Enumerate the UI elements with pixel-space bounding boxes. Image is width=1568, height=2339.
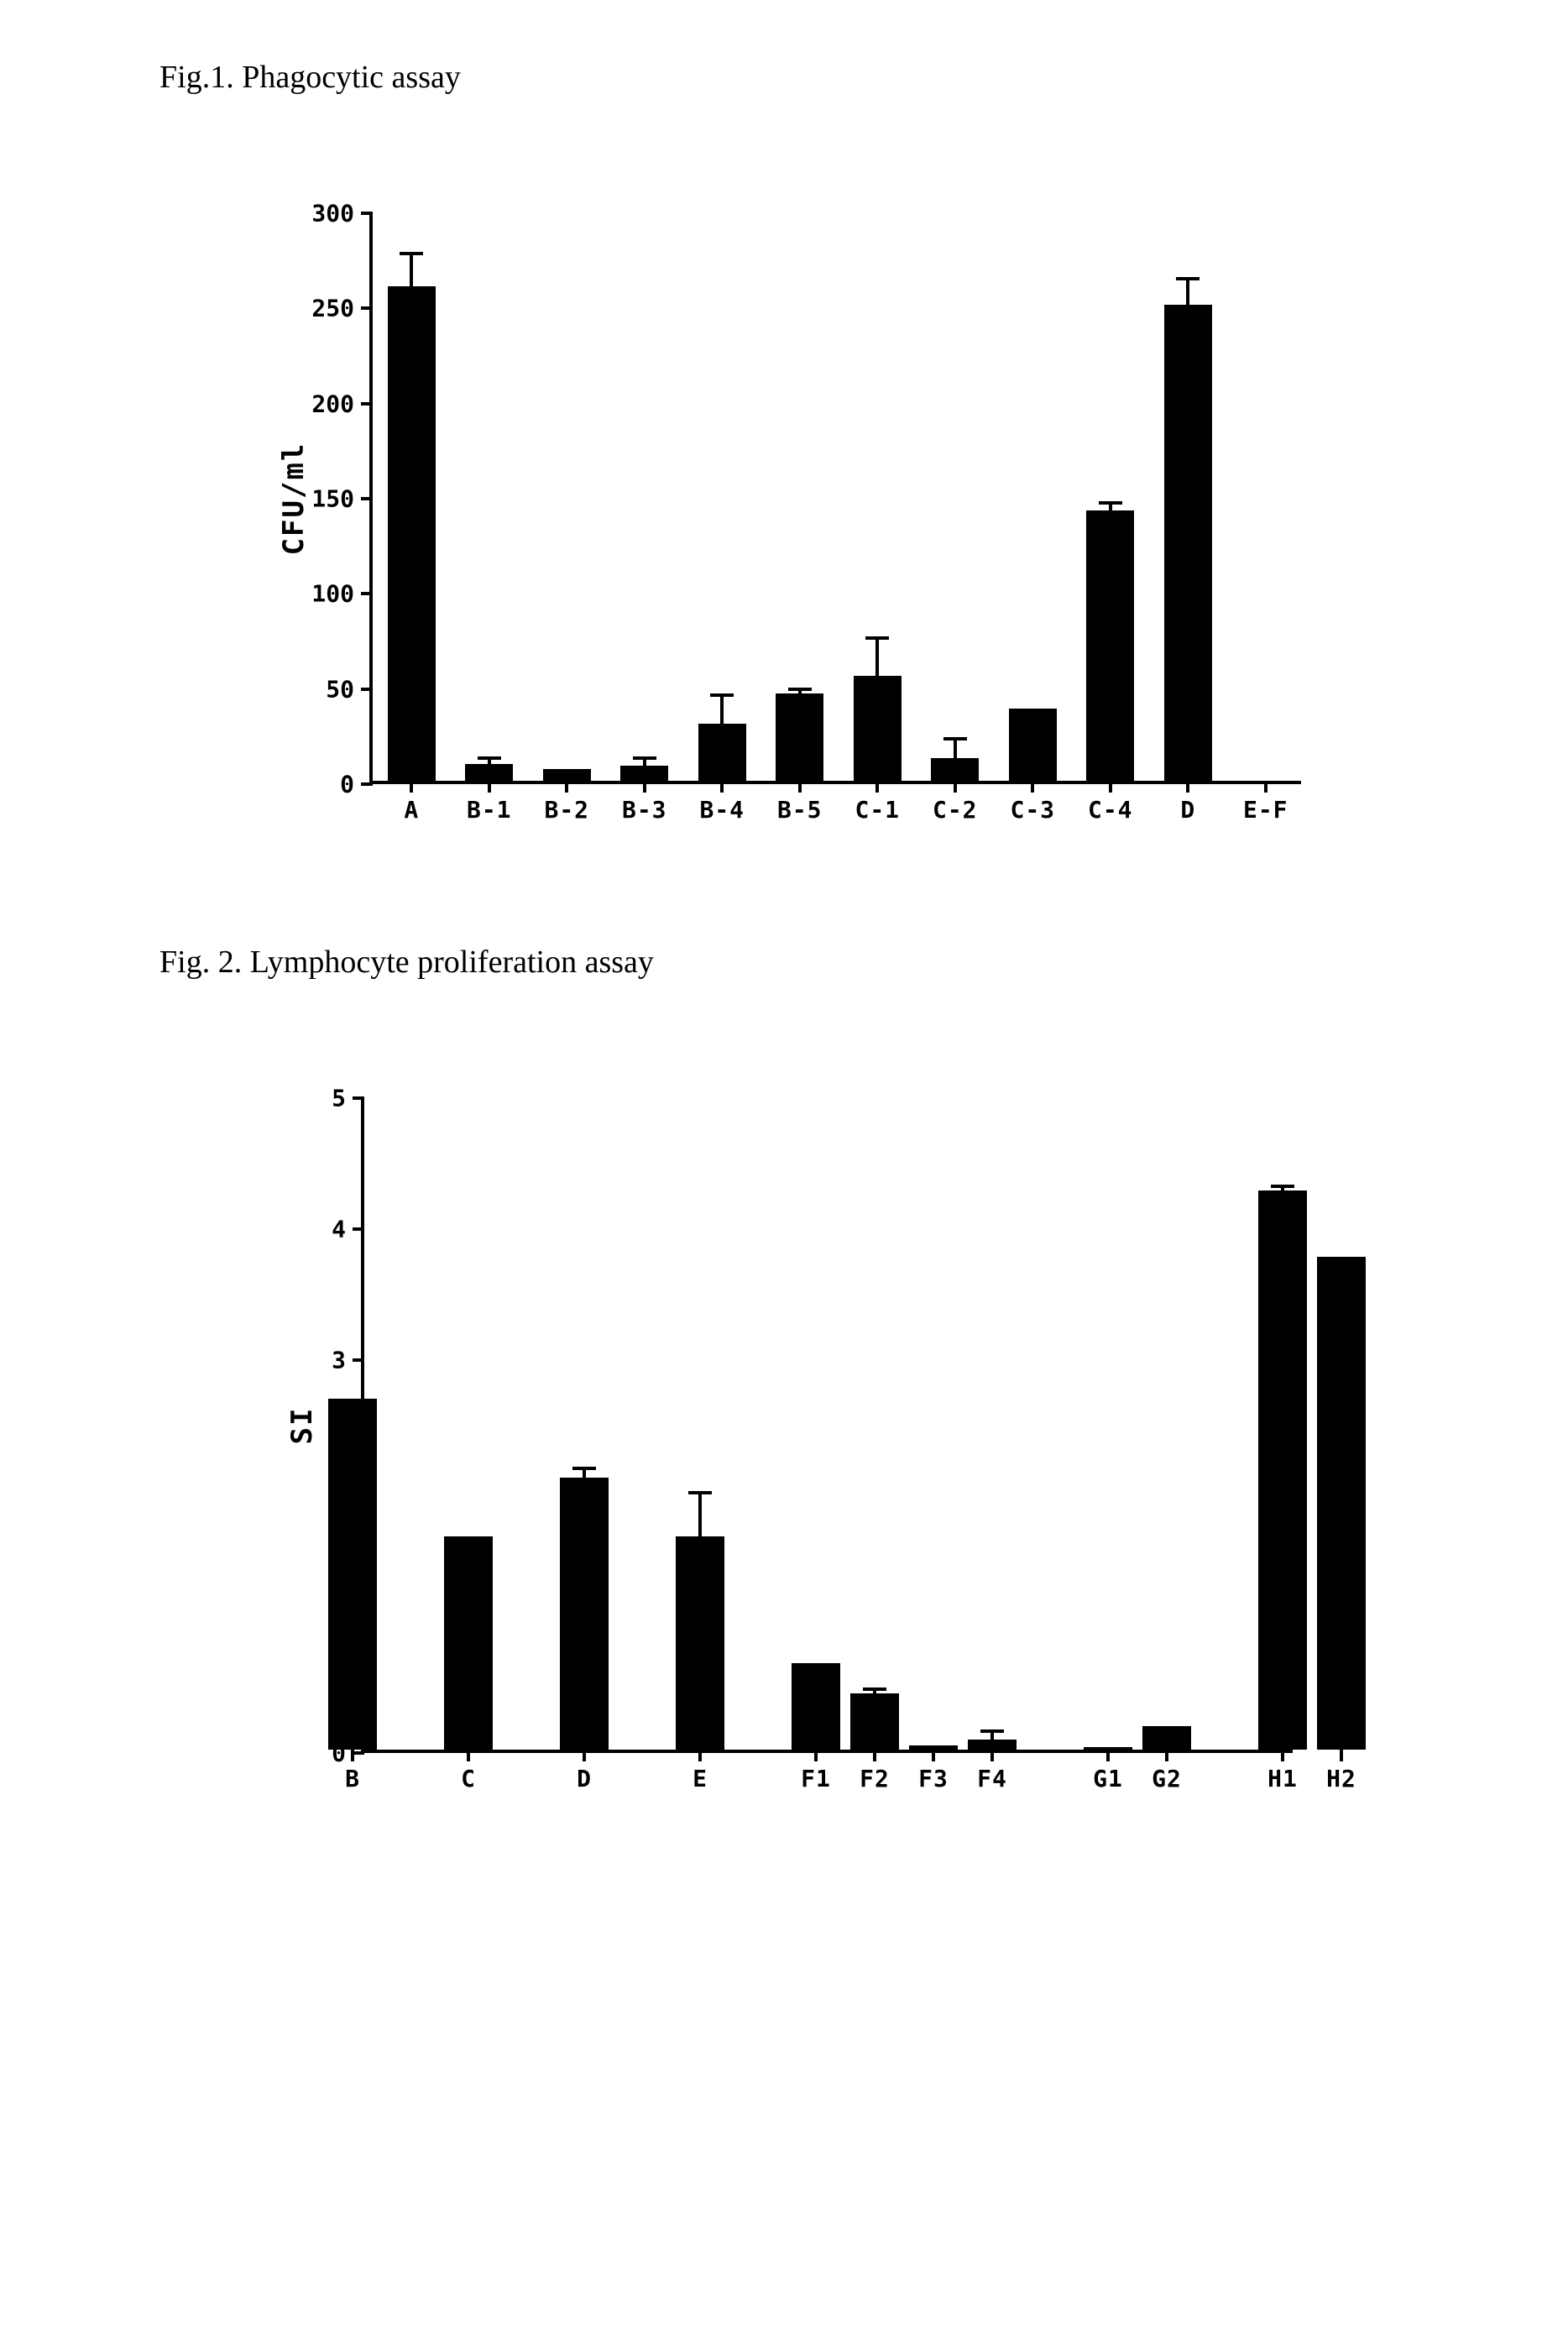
bar: [1258, 1190, 1307, 1750]
x-tick-label: C-1: [855, 781, 900, 824]
bar: [444, 1536, 493, 1750]
bar: [698, 724, 746, 781]
figure-1-chart: CFU/ml 050100150200250300AB-1B-2B-3B-4B-…: [277, 196, 1309, 843]
x-tick-label: F3: [918, 1750, 949, 1792]
error-bar-cap: [1176, 277, 1200, 280]
figure-1-chart-wrap: CFU/ml 050100150200250300AB-1B-2B-3B-4B-…: [277, 196, 1409, 843]
x-tick-label: B-1: [467, 781, 512, 824]
bar: [931, 758, 979, 781]
y-tick-label: 4: [332, 1216, 364, 1243]
y-tick-label: 100: [311, 580, 373, 608]
y-tick-label: 200: [311, 390, 373, 417]
error-bar-cap: [633, 756, 656, 760]
x-tick-label: G1: [1093, 1750, 1123, 1792]
x-tick-label: E: [693, 1750, 708, 1792]
y-tick-label: 150: [311, 485, 373, 513]
bar: [850, 1693, 899, 1750]
figure-2-chart: SI 012345BCDEF1F2F3F4G1G2H1H2: [277, 1081, 1301, 1812]
figure-2-title: Fig. 2. Lymphocyte proliferation assay: [159, 944, 1409, 981]
x-tick-label: C-4: [1088, 781, 1133, 824]
figure-1-title: Fig.1. Phagocytic assay: [159, 59, 1409, 96]
x-tick-label: B-5: [777, 781, 823, 824]
error-bar-cap: [710, 693, 734, 697]
error-bar-cap: [400, 252, 423, 255]
x-tick-label: B-3: [622, 781, 667, 824]
x-tick-label: H1: [1267, 1750, 1298, 1792]
page: Fig.1. Phagocytic assay CFU/ml 050100150…: [0, 0, 1568, 2013]
x-tick-label: E-F: [1243, 781, 1288, 824]
error-bar-cap: [943, 737, 967, 740]
figure-1-y-axis-label: CFU/ml: [277, 442, 311, 556]
error-bar-stem: [698, 1493, 702, 1536]
error-bar-stem: [1186, 279, 1189, 306]
y-tick-label: 250: [311, 295, 373, 322]
x-tick-label: F4: [977, 1750, 1007, 1792]
bar: [1009, 709, 1057, 781]
bar: [1086, 510, 1134, 781]
error-bar-cap: [688, 1491, 712, 1494]
error-bar-cap: [1099, 501, 1122, 505]
error-bar-stem: [875, 638, 879, 676]
x-tick-label: D: [1180, 781, 1195, 824]
x-tick-label: A: [404, 781, 419, 824]
y-tick-label: 50: [326, 675, 373, 703]
bar: [1164, 305, 1212, 781]
figure-2-y-axis-label: SI: [285, 1407, 319, 1445]
error-bar-cap: [980, 1729, 1004, 1733]
error-bar-cap: [572, 1467, 596, 1470]
figure-1: Fig.1. Phagocytic assay CFU/ml 050100150…: [159, 59, 1409, 843]
error-bar-cap: [478, 756, 501, 760]
x-tick-label: F2: [860, 1750, 890, 1792]
bar: [776, 693, 823, 781]
bar: [328, 1399, 377, 1750]
x-tick-label: C-3: [1010, 781, 1055, 824]
error-bar-cap: [788, 688, 812, 691]
x-tick-label: B: [345, 1750, 360, 1792]
bar: [620, 766, 668, 781]
x-tick-label: G2: [1152, 1750, 1182, 1792]
x-tick-label: B-4: [699, 781, 745, 824]
figure-1-plot-area: 050100150200250300AB-1B-2B-3B-4B-5C-1C-2…: [369, 213, 1301, 784]
figure-2-chart-wrap: SI 012345BCDEF1F2F3F4G1G2H1H2: [277, 1081, 1409, 1812]
error-bar-stem: [954, 739, 957, 758]
x-tick-label: C-2: [933, 781, 978, 824]
bar: [1317, 1257, 1366, 1750]
y-tick-label: 0: [340, 771, 373, 798]
bar: [560, 1478, 609, 1750]
x-tick-label: C: [461, 1750, 476, 1792]
x-tick-label: D: [577, 1750, 592, 1792]
error-bar-cap: [865, 636, 889, 640]
error-bar-stem: [720, 695, 724, 724]
x-tick-label: B-2: [544, 781, 589, 824]
bar: [854, 676, 902, 781]
bar: [1142, 1726, 1191, 1750]
x-tick-label: H2: [1326, 1750, 1356, 1792]
bar: [968, 1740, 1017, 1750]
error-bar-cap: [863, 1688, 886, 1691]
y-tick-label: 300: [311, 200, 373, 228]
error-bar-cap: [1271, 1185, 1294, 1188]
y-tick-label: 5: [332, 1085, 364, 1112]
x-tick-label: F1: [801, 1750, 831, 1792]
bar: [792, 1663, 840, 1750]
error-bar-stem: [410, 254, 413, 286]
figure-2-plot-area: 012345BCDEF1F2F3F4G1G2H1H2: [361, 1098, 1293, 1753]
bar: [676, 1536, 724, 1750]
bar: [388, 286, 436, 781]
figure-2: Fig. 2. Lymphocyte proliferation assay S…: [159, 944, 1409, 1812]
bar: [543, 769, 591, 781]
y-tick-label: 3: [332, 1347, 364, 1374]
bar: [465, 764, 513, 781]
